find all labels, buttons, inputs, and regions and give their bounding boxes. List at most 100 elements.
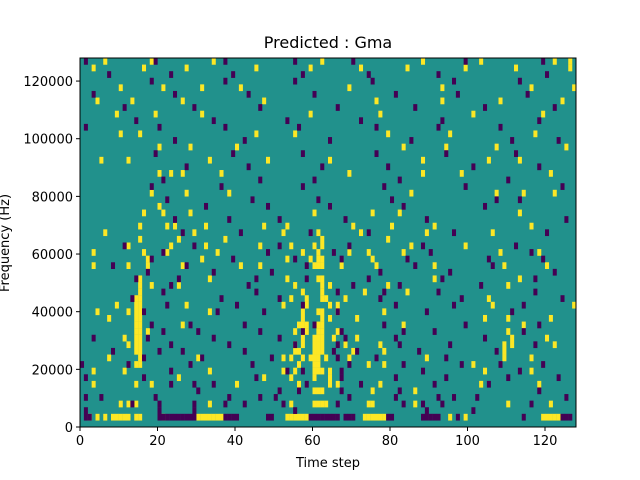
heatmap-cell-low: [312, 321, 317, 329]
heatmap-cell-low: [250, 196, 255, 204]
heatmap-cell-low: [541, 361, 546, 368]
heatmap-cell-low: [517, 196, 522, 204]
heatmap-cell-high: [483, 314, 488, 322]
heatmap-cell-low: [448, 268, 453, 276]
heatmap-cell-high: [114, 301, 119, 309]
heatmap-cell-low: [560, 183, 565, 190]
heatmap-cell-low: [161, 288, 166, 296]
heatmap-cell-low: [211, 380, 216, 388]
heatmap-cell-low: [483, 334, 488, 342]
heatmap-cell-high: [207, 156, 212, 164]
heatmap-cell-high: [200, 84, 205, 92]
heatmap-cell-high: [138, 354, 143, 362]
heatmap-cell-high: [366, 413, 371, 421]
heatmap-cell-high: [366, 361, 371, 368]
heatmap-cell-high: [157, 202, 162, 210]
heatmap-cell-high: [238, 262, 243, 270]
heatmap-cell-high: [142, 249, 147, 256]
heatmap-cell-high: [548, 314, 553, 322]
heatmap-cell-low: [153, 394, 158, 401]
heatmap-cell-high: [114, 413, 119, 421]
heatmap-cell-high: [517, 209, 522, 217]
heatmap-cell-high: [138, 341, 143, 349]
heatmap-plot-area: [80, 58, 577, 427]
heatmap-cell-low: [157, 123, 162, 131]
heatmap-cell-low: [331, 249, 336, 256]
heatmap-cell-low: [153, 150, 158, 157]
heatmap-cell-high: [374, 262, 379, 270]
x-tick-label: 120: [533, 434, 558, 449]
heatmap-cell-high: [347, 84, 352, 92]
heatmap-cell-high: [289, 295, 294, 302]
heatmap-cell-low: [149, 183, 154, 190]
heatmap-cell-low: [440, 117, 445, 125]
heatmap-cell-low: [231, 71, 236, 78]
heatmap-cell-low: [99, 394, 104, 401]
heatmap-cell-low: [169, 282, 174, 289]
heatmap-cell-low: [417, 347, 422, 355]
heatmap-cell-high: [320, 400, 325, 408]
heatmap-cell-low: [204, 202, 209, 210]
x-axis-label: Time step: [295, 456, 360, 471]
heatmap-cell-high: [320, 288, 325, 296]
heatmap-cell-low: [161, 413, 166, 421]
heatmap-cell-high: [486, 156, 491, 164]
heatmap-cell-low: [401, 400, 406, 408]
heatmap-cell-low: [231, 413, 236, 421]
heatmap-cell-high: [320, 347, 325, 355]
heatmap-cell-high: [517, 275, 522, 283]
heatmap-cell-low: [359, 380, 364, 388]
heatmap-cell-high: [308, 354, 313, 362]
heatmap-cell-high: [111, 413, 116, 421]
heatmap-cell-high: [506, 282, 511, 289]
heatmap-cell-high: [180, 321, 185, 329]
heatmap-cell-low: [184, 413, 189, 421]
heatmap-cell-high: [370, 400, 375, 408]
heatmap-cell-low: [521, 328, 526, 335]
heatmap-cell-low: [397, 387, 402, 395]
heatmap-cell-high: [149, 189, 154, 197]
heatmap-cell-high: [552, 413, 557, 421]
heatmap-cell-high: [126, 400, 131, 408]
heatmap-cell-low: [370, 77, 375, 85]
heatmap-cell-low: [258, 104, 263, 111]
heatmap-cell-high: [440, 84, 445, 92]
heatmap-cell-high: [297, 361, 302, 368]
heatmap-cell-high: [320, 275, 325, 283]
heatmap-cell-high: [300, 308, 305, 316]
heatmap-cell-high: [281, 367, 286, 375]
heatmap-cell-high: [316, 361, 321, 368]
heatmap-cell-low: [335, 341, 340, 349]
heatmap-cell-low: [483, 202, 488, 210]
heatmap-cell-high: [134, 400, 139, 408]
heatmap-cell-high: [386, 235, 391, 243]
heatmap-cell-high: [568, 58, 573, 65]
heatmap-cell-high: [347, 354, 352, 362]
heatmap-cell-high: [347, 249, 352, 256]
heatmap-cell-low: [382, 288, 387, 296]
heatmap-cell-low: [401, 361, 406, 368]
heatmap-cell-low: [285, 367, 290, 375]
heatmap-cell-high: [308, 255, 313, 263]
heatmap-cell-high: [479, 58, 484, 65]
heatmap-cell-high: [138, 282, 143, 289]
heatmap-cell-low: [343, 216, 348, 223]
heatmap-cell-high: [254, 64, 259, 72]
heatmap-cell-high: [413, 387, 418, 395]
heatmap-cell-low: [374, 354, 379, 362]
heatmap-cell-low: [277, 216, 282, 223]
heatmap-cell-low: [320, 413, 325, 421]
heatmap-cell-high: [316, 334, 321, 342]
heatmap-cell-low: [521, 301, 526, 309]
heatmap-cell-low: [300, 71, 305, 78]
heatmap-cell-low: [494, 347, 499, 355]
heatmap-cell-high: [370, 413, 375, 421]
heatmap-cell-low: [432, 413, 437, 421]
heatmap-cell-high: [126, 413, 131, 421]
heatmap-cell-low: [459, 361, 464, 368]
heatmap-cell-low: [316, 413, 321, 421]
heatmap-cell-high: [200, 110, 205, 118]
heatmap-cell-low: [347, 242, 352, 250]
heatmap-cell-low: [560, 413, 565, 421]
heatmap-cell-low: [304, 275, 309, 283]
